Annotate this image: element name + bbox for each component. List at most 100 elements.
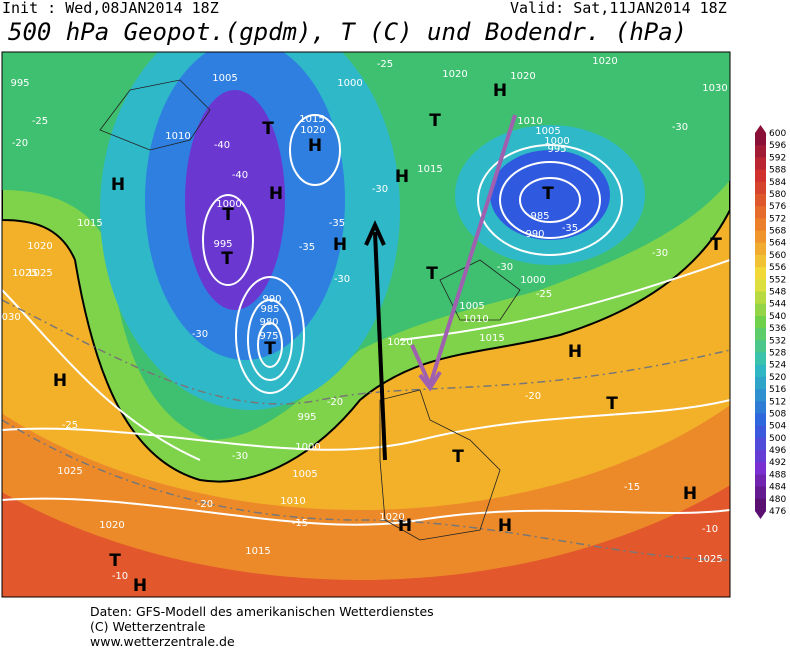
colorbar-label: 504 [769,422,786,432]
colorbar-label: 516 [769,385,786,395]
contour-label: 975 [259,331,278,342]
contour-label: 1020 [99,520,124,531]
contour-label: 1020 [442,69,467,80]
colorbar-label: 484 [769,483,786,493]
contour-label: -15 [624,482,640,493]
colorbar-label: 544 [769,300,786,310]
contour-label: 1030 [702,83,727,94]
pressure-center: H [395,167,409,187]
colorbar-label: 572 [769,214,786,224]
colorbar-swatch [755,133,766,146]
contour-label: 1025 [57,466,82,477]
contour-label: 1000 [216,199,241,210]
contour-label: 990 [262,294,281,305]
colorbar-swatch [755,145,766,158]
colorbar-label: 520 [769,373,786,383]
colorbar-swatch [755,498,766,512]
colorbar-label: 596 [769,141,786,151]
contour-label: -20 [525,391,541,402]
pressure-center: H [493,81,507,101]
footer-line: (C) Wetterzentrale [90,619,206,634]
pressure-center: T [606,394,618,414]
contour-label: 1005 [292,469,317,480]
colorbar-label: 500 [769,434,786,444]
colorbar-swatch [755,267,766,280]
pressure-center: T [542,184,554,204]
contour-label: 1020 [592,56,617,67]
contour-label: 1000 [520,275,545,286]
colorbar-swatch [755,450,766,463]
contour-label: 1010 [463,314,488,325]
colorbar-label: 568 [769,227,786,237]
pressure-center: T [222,205,234,225]
contour-label: 1010 [165,131,190,142]
colorbar-label: 480 [769,495,786,505]
contour-label: -20 [12,138,28,149]
contour-label: -20 [197,499,213,510]
contour-label: -30 [652,248,668,259]
colorbar-swatch [755,462,766,475]
colorbar-label: 592 [769,153,786,163]
contour-label: 985 [530,211,549,222]
contour-label: -30 [232,451,248,462]
colorbar-swatch [755,157,766,171]
colorbar-swatch [755,474,766,488]
contour-label: -25 [62,420,78,431]
colorbar-label: 580 [769,190,786,200]
contour-label: 1000 [295,442,320,453]
colorbar-swatch [755,230,766,244]
colorbar-label: 556 [769,263,786,273]
colorbar-swatch [755,425,766,439]
colorbar: 600 596 592 588 584 580 576 572 568 564 560 556 552 5… [755,125,786,519]
arrow-head [364,220,386,246]
contour-label: 1005 [459,301,484,312]
contour-label: 995 [213,239,232,250]
colorbar-swatch [755,401,766,414]
map-frame [1,51,731,598]
colorbar-swatch [755,376,766,390]
footer-line: Daten: GFS-Modell des amerikanischen Wet… [90,604,434,619]
colorbar-swatch [755,413,766,427]
colorbar-swatch [755,352,766,366]
colorbar-swatch [755,291,766,305]
colorbar-swatch [755,169,766,183]
contour-label: -15 [292,518,308,529]
colorbar-swatch [755,254,766,268]
pressure-center: T [452,447,464,467]
colorbar-swatch [755,328,766,341]
contour-label: 1030 [0,312,21,323]
colorbar-swatch [755,315,766,329]
pressure-center: H [308,136,322,156]
contour-label: -35 [299,242,315,253]
colorbar-tip [755,511,766,519]
contour-label: 1020 [27,241,52,252]
contour-label: -25 [377,59,393,70]
contour-label: -30 [334,274,350,285]
pressure-center: H [568,342,582,362]
pressure-center: T [426,264,438,284]
init-text: Init : Wed,08JAN2014 18Z [2,0,219,17]
pressure-center: T [264,339,276,359]
contour-label: 1005 [535,126,560,137]
arrow [410,114,517,386]
colorbar-label: 540 [769,312,786,322]
pressure-center: H [333,235,347,255]
contour-label: 985 [260,304,279,315]
arrow-head [418,370,442,392]
contour-label: -25 [32,116,48,127]
field [490,150,610,240]
arrow [373,231,387,461]
contour-label: 1000 [544,136,569,147]
pressure-center: H [53,371,67,391]
pressure-center: H [111,175,125,195]
pressure-center: H [683,484,697,504]
contour-label: -40 [232,170,248,181]
colorbar-swatch [755,193,766,207]
contour-label: -40 [214,140,230,151]
colorbar-label: 588 [769,166,786,176]
colorbar-swatch [755,181,766,195]
contour-label: -35 [329,218,345,229]
colorbar-label: 528 [769,348,786,358]
